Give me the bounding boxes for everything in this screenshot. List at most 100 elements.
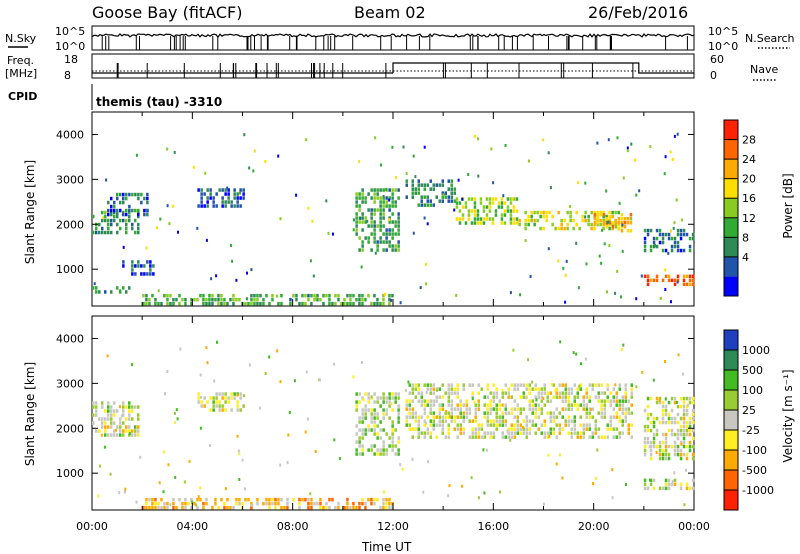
velocity-cell xyxy=(151,497,154,502)
velocity-cell xyxy=(417,383,420,387)
power-cell xyxy=(417,191,420,195)
power-cell xyxy=(379,200,382,204)
velocity-noise-point xyxy=(237,449,240,453)
y-tick-label: 1000 xyxy=(56,467,84,480)
velocity-cell xyxy=(230,396,233,400)
velocity-cell xyxy=(361,452,364,456)
power-noise-point xyxy=(253,149,256,153)
power-cell xyxy=(95,286,98,290)
velocity-cell xyxy=(498,415,501,419)
velocity-cell xyxy=(624,395,627,399)
power-cell xyxy=(461,217,465,221)
power-cell xyxy=(488,205,492,209)
power-noise-point xyxy=(676,132,679,136)
power-cell xyxy=(557,210,560,215)
velocity-cell xyxy=(522,419,525,423)
velocity-cell xyxy=(391,396,394,400)
velocity-cell xyxy=(555,395,558,399)
velocity-cell xyxy=(382,497,385,502)
velocity-cell xyxy=(199,497,202,502)
velocity-cell xyxy=(495,411,498,415)
power-cell xyxy=(358,196,361,200)
velocity-cell xyxy=(394,392,397,396)
power-cell xyxy=(376,208,379,212)
velocity-cell xyxy=(137,433,140,437)
power-cell xyxy=(397,212,400,216)
power-noise-point xyxy=(374,136,377,140)
velocity-cell xyxy=(627,431,630,435)
velocity-cell xyxy=(483,403,486,407)
power-cell xyxy=(385,200,388,204)
velocity-cell xyxy=(615,399,618,403)
power-colorbar-tick-label: 28 xyxy=(742,134,756,147)
power-noise-point xyxy=(245,297,248,301)
power-cell xyxy=(370,248,373,252)
velocity-cell xyxy=(420,395,423,399)
power-cell xyxy=(358,220,361,224)
velocity-cell xyxy=(298,497,301,502)
velocity-cell xyxy=(382,444,385,448)
power-noise-point xyxy=(405,172,408,176)
power-cell xyxy=(289,297,292,302)
power-cell xyxy=(364,236,367,240)
power-noise-point xyxy=(360,265,363,269)
velocity-cell xyxy=(621,431,624,435)
velocity-cell xyxy=(573,395,576,399)
velocity-cell xyxy=(373,501,376,506)
velocity-cell xyxy=(664,452,668,457)
power-cell xyxy=(509,209,513,213)
velocity-cell xyxy=(137,413,140,417)
power-cell xyxy=(464,205,468,209)
velocity-cell xyxy=(531,419,534,423)
power-noise-point xyxy=(524,239,527,243)
y-tick-label: 2000 xyxy=(56,218,84,231)
velocity-cell xyxy=(346,497,349,502)
power-cell xyxy=(361,293,364,298)
power-noise-point xyxy=(423,216,426,220)
velocity-cell xyxy=(142,505,145,510)
velocity-cell xyxy=(534,431,537,435)
velocity-cell xyxy=(685,456,689,461)
velocity-cell xyxy=(691,400,695,405)
velocity-cell xyxy=(534,407,537,411)
velocity-cell xyxy=(405,423,408,427)
power-cell xyxy=(376,224,379,228)
power-cell xyxy=(95,230,98,235)
velocity-cell xyxy=(157,501,160,506)
velocity-cell xyxy=(531,411,534,415)
velocity-cell xyxy=(465,415,468,419)
velocity-cell xyxy=(119,417,122,421)
velocity-cell xyxy=(597,399,600,403)
velocity-noise-point xyxy=(286,461,289,465)
power-cell xyxy=(379,236,382,240)
velocity-cell xyxy=(492,435,495,439)
velocity-cell xyxy=(268,501,271,506)
velocity-cell xyxy=(546,431,549,435)
power-cell xyxy=(679,228,683,233)
velocity-cell xyxy=(184,505,187,510)
velocity-cell xyxy=(450,419,453,423)
power-cell xyxy=(388,204,391,208)
velocity-cell xyxy=(552,411,555,415)
power-cell xyxy=(566,222,569,227)
velocity-cell xyxy=(606,435,609,439)
power-cell xyxy=(200,188,203,192)
velocity-cell xyxy=(658,448,662,453)
power-cell xyxy=(655,244,659,249)
power-cell xyxy=(491,221,495,225)
velocity-cell xyxy=(373,420,376,424)
velocity-noise-point xyxy=(584,357,587,361)
velocity-cell xyxy=(624,383,627,387)
velocity-noise-point xyxy=(191,500,194,504)
velocity-cell xyxy=(432,403,435,407)
velocity-cell xyxy=(104,409,107,413)
velocity-cell xyxy=(570,387,573,391)
velocity-cell xyxy=(588,415,591,419)
velocity-cell xyxy=(576,391,579,395)
velocity-cell xyxy=(101,417,104,421)
power-cell xyxy=(172,301,175,306)
velocity-cell xyxy=(685,452,689,457)
date-title: 26/Feb/2016 xyxy=(588,3,688,22)
velocity-cell xyxy=(128,405,131,409)
power-noise-point xyxy=(638,189,641,193)
